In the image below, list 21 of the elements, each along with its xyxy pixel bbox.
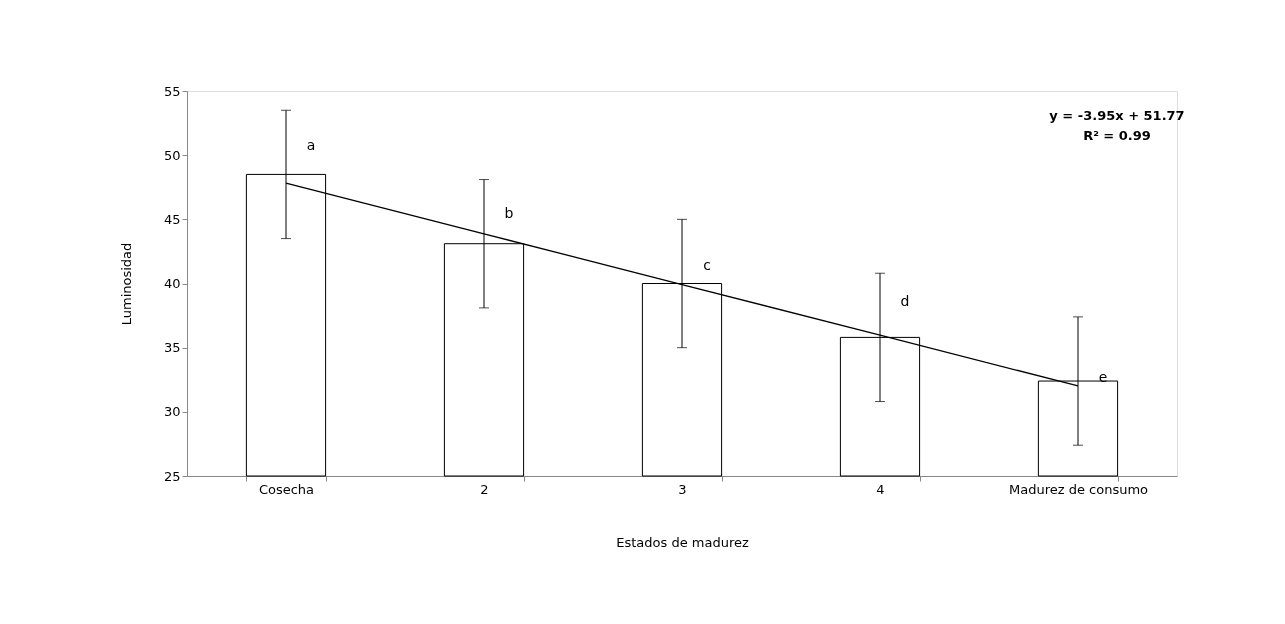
y-tick-label: 40 xyxy=(163,276,181,291)
y-tick-label: 55 xyxy=(163,83,181,99)
x-tick-label: Cosecha xyxy=(258,481,315,497)
y-tick-label: 50 xyxy=(163,147,181,163)
annotation: c xyxy=(703,257,711,274)
y-axis-title: Luminosidad xyxy=(118,242,134,326)
annotation: a xyxy=(306,136,316,153)
y-tick-label: 25 xyxy=(163,468,181,484)
y-tick-label: 30 xyxy=(163,404,181,420)
annotation: R² = 0.99 xyxy=(1083,128,1151,143)
annotation: y = -3.95x + 51.77 xyxy=(1049,108,1185,123)
y-tick-label: 45 xyxy=(163,211,181,227)
annotation: d xyxy=(900,293,910,310)
x-tick-label: 4 xyxy=(876,481,885,497)
y-tick-label: 35 xyxy=(163,340,181,356)
x-tick-label: 2 xyxy=(480,481,489,497)
x-tick-label: 3 xyxy=(678,481,687,497)
annotation: b xyxy=(504,204,514,221)
annotation: e xyxy=(1098,368,1108,385)
x-axis-title: Estados de madurez xyxy=(616,534,749,550)
x-tick-label: Madurez de consumo xyxy=(1008,481,1149,497)
